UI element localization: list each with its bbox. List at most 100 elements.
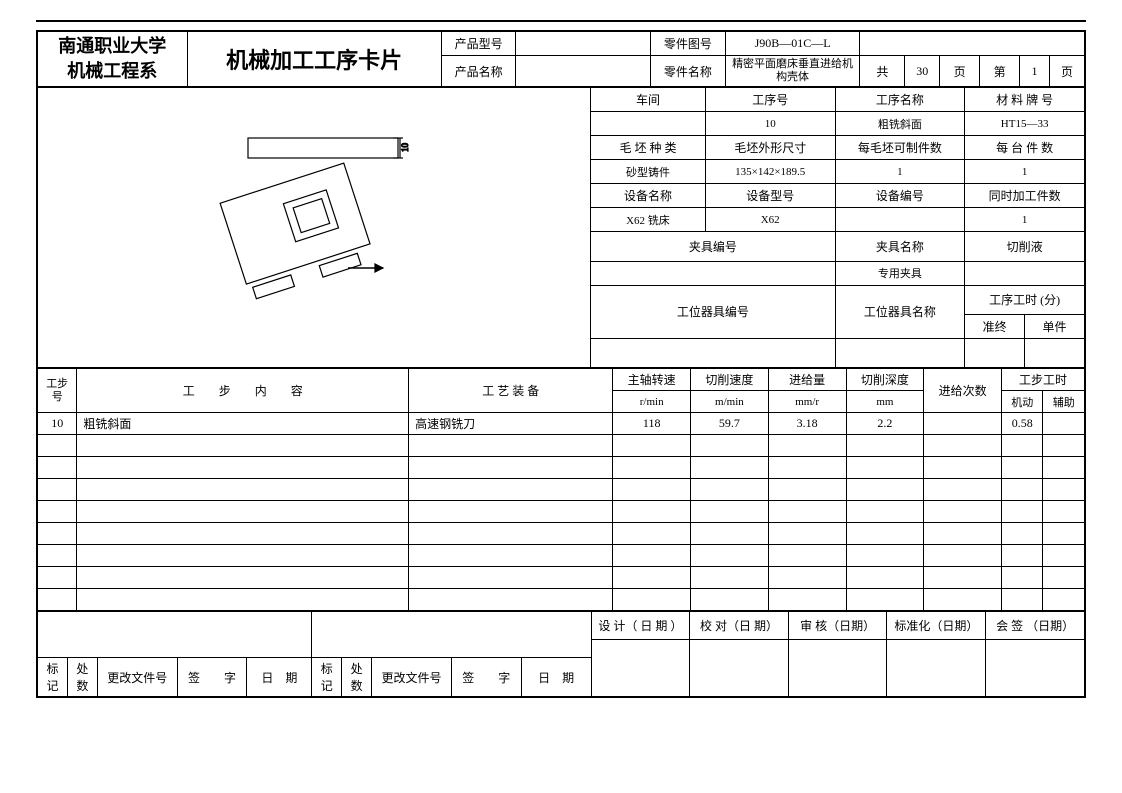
header-table: 南通职业大学 机械工程系 机械加工工序卡片 产品型号 零件图号 J90B—01C… <box>37 31 1085 87</box>
page-current-prefix: 第 <box>980 56 1020 87</box>
prep-end-label: 准终 <box>965 315 1025 339</box>
change-file-label: 更改文件号 <box>97 658 177 697</box>
row-content: 粗铣斜面 <box>77 413 409 435</box>
page-total-suffix: 页 <box>940 56 980 87</box>
col-step-content: 工 步 内 容 <box>77 369 409 413</box>
table-row <box>38 501 1085 523</box>
table-row <box>38 435 1085 457</box>
process-no-label: 工序号 <box>705 88 835 112</box>
pieces-per-unit-label: 每 台 件 数 <box>965 136 1085 160</box>
tool-name-label: 工位器具名称 <box>835 285 965 338</box>
change-file-label-2: 更改文件号 <box>372 658 452 697</box>
operations-table: 工步号 工 步 内 容 工 艺 装 备 主轴转速 切削速度 进给量 切削深度 进… <box>37 368 1085 611</box>
table-row <box>38 589 1085 611</box>
page-total: 30 <box>905 56 940 87</box>
product-model-label: 产品型号 <box>441 32 516 56</box>
blank-type-value: 砂型铸件 <box>591 160 706 184</box>
page-current-suffix: 页 <box>1049 56 1084 87</box>
row-aux <box>1043 413 1085 435</box>
equip-model-value: X62 <box>705 208 835 232</box>
blank-size-label: 毛坯外形尺寸 <box>705 136 835 160</box>
prep-end-value <box>965 339 1025 368</box>
part-name-label: 零件名称 <box>650 56 725 87</box>
col-cutting-depth: 切削深度 <box>846 369 924 391</box>
pieces-per-blank-label: 每毛坯可制件数 <box>835 136 965 160</box>
tool-no-value <box>591 339 836 368</box>
product-name-label: 产品名称 <box>441 56 516 87</box>
col-step-no: 工步号 <box>38 369 77 413</box>
sign-date-label: 会 签 （日期） <box>986 612 1085 640</box>
fixture-no-value <box>591 261 836 285</box>
unit-mm: mm <box>846 391 924 413</box>
blank-size-value: 135×142×189.5 <box>705 160 835 184</box>
table-row: 10 粗铣斜面 高速钢铣刀 118 59.7 3.18 2.2 0.58 <box>38 413 1085 435</box>
process-card: 南通职业大学 机械工程系 机械加工工序卡片 产品型号 零件图号 J90B—01C… <box>36 30 1086 698</box>
row-depth: 2.2 <box>846 413 924 435</box>
simul-pieces-value: 1 <box>965 208 1085 232</box>
sign-label-2: 签 字 <box>451 658 521 697</box>
table-row <box>38 479 1085 501</box>
footer-table: 设 计（ 日 期 ） 校 对（日 期） 审 核（日期） 标准化（日期） 会 签 … <box>37 611 1085 697</box>
mark-label: 标记 <box>38 658 68 697</box>
single-value <box>1025 339 1085 368</box>
table-row <box>38 545 1085 567</box>
part-sketch: 10 <box>218 128 438 348</box>
table-row <box>38 567 1085 589</box>
row-equip: 高速钢铣刀 <box>409 413 613 435</box>
coolant-label: 切削液 <box>965 232 1085 261</box>
svg-text:10: 10 <box>400 143 410 153</box>
sub-motion: 机动 <box>1001 391 1042 413</box>
workshop-value <box>591 112 706 136</box>
institution-line1: 南通职业大学 <box>41 34 184 59</box>
material-value: HT15—33 <box>965 112 1085 136</box>
design-date-label: 设 计（ 日 期 ） <box>591 612 690 640</box>
fixture-name-label: 夹具名称 <box>835 232 965 261</box>
coolant-value <box>965 261 1085 285</box>
col-cutting-speed: 切削速度 <box>691 369 769 391</box>
institution-line2: 机械工程系 <box>41 59 184 84</box>
table-row <box>38 523 1085 545</box>
unit-mmr: mm/r <box>768 391 846 413</box>
process-no-value: 10 <box>705 112 835 136</box>
date-label-2: 日 期 <box>521 658 591 697</box>
equip-name-label: 设备名称 <box>591 184 706 208</box>
simul-pieces-label: 同时加工件数 <box>965 184 1085 208</box>
equip-no-label: 设备编号 <box>835 184 965 208</box>
review-date-label: 审 核（日期） <box>788 612 887 640</box>
process-name-value: 粗铣斜面 <box>835 112 965 136</box>
part-name-value: 精密平面磨床垂直进给机构壳体 <box>725 56 860 87</box>
process-time-label: 工序工时 (分) <box>965 285 1085 314</box>
standard-date-label: 标准化（日期） <box>887 612 986 640</box>
count-label-2: 处数 <box>342 658 372 697</box>
unit-rmin: r/min <box>613 391 691 413</box>
row-feed: 3.18 <box>768 413 846 435</box>
info-table: 10 车间 工序号 工序名称 材 料 牌 号 10 粗铣斜面 HT15—33 毛… <box>37 87 1085 368</box>
product-model-value <box>516 32 651 56</box>
count-label: 处数 <box>67 658 97 697</box>
sub-aux: 辅助 <box>1043 391 1085 413</box>
date-label: 日 期 <box>247 658 312 697</box>
row-spindle: 118 <box>613 413 691 435</box>
col-spindle-speed: 主轴转速 <box>613 369 691 391</box>
equip-no-value <box>835 208 965 232</box>
col-step-time: 工步工时 <box>1001 369 1084 391</box>
col-feed: 进给量 <box>768 369 846 391</box>
table-row <box>38 457 1085 479</box>
workshop-label: 车间 <box>591 88 706 112</box>
pieces-per-unit-value: 1 <box>965 160 1085 184</box>
mark-label-2: 标记 <box>312 658 342 697</box>
unit-mmin: m/min <box>691 391 769 413</box>
row-count <box>924 413 1002 435</box>
col-feed-count: 进给次数 <box>924 369 1002 413</box>
material-label: 材 料 牌 号 <box>965 88 1085 112</box>
col-process-equip: 工 艺 装 备 <box>409 369 613 413</box>
part-drawing-value: J90B—01C—L <box>725 32 860 56</box>
row-motion: 0.58 <box>1001 413 1042 435</box>
pieces-per-blank-value: 1 <box>835 160 965 184</box>
page: 南通职业大学 机械工程系 机械加工工序卡片 产品型号 零件图号 J90B—01C… <box>36 20 1086 698</box>
equip-model-label: 设备型号 <box>705 184 835 208</box>
check-date-label: 校 对（日 期） <box>690 612 789 640</box>
row-cutspd: 59.7 <box>691 413 769 435</box>
institution-cell: 南通职业大学 机械工程系 <box>38 32 188 87</box>
tool-no-label: 工位器具编号 <box>591 285 836 338</box>
